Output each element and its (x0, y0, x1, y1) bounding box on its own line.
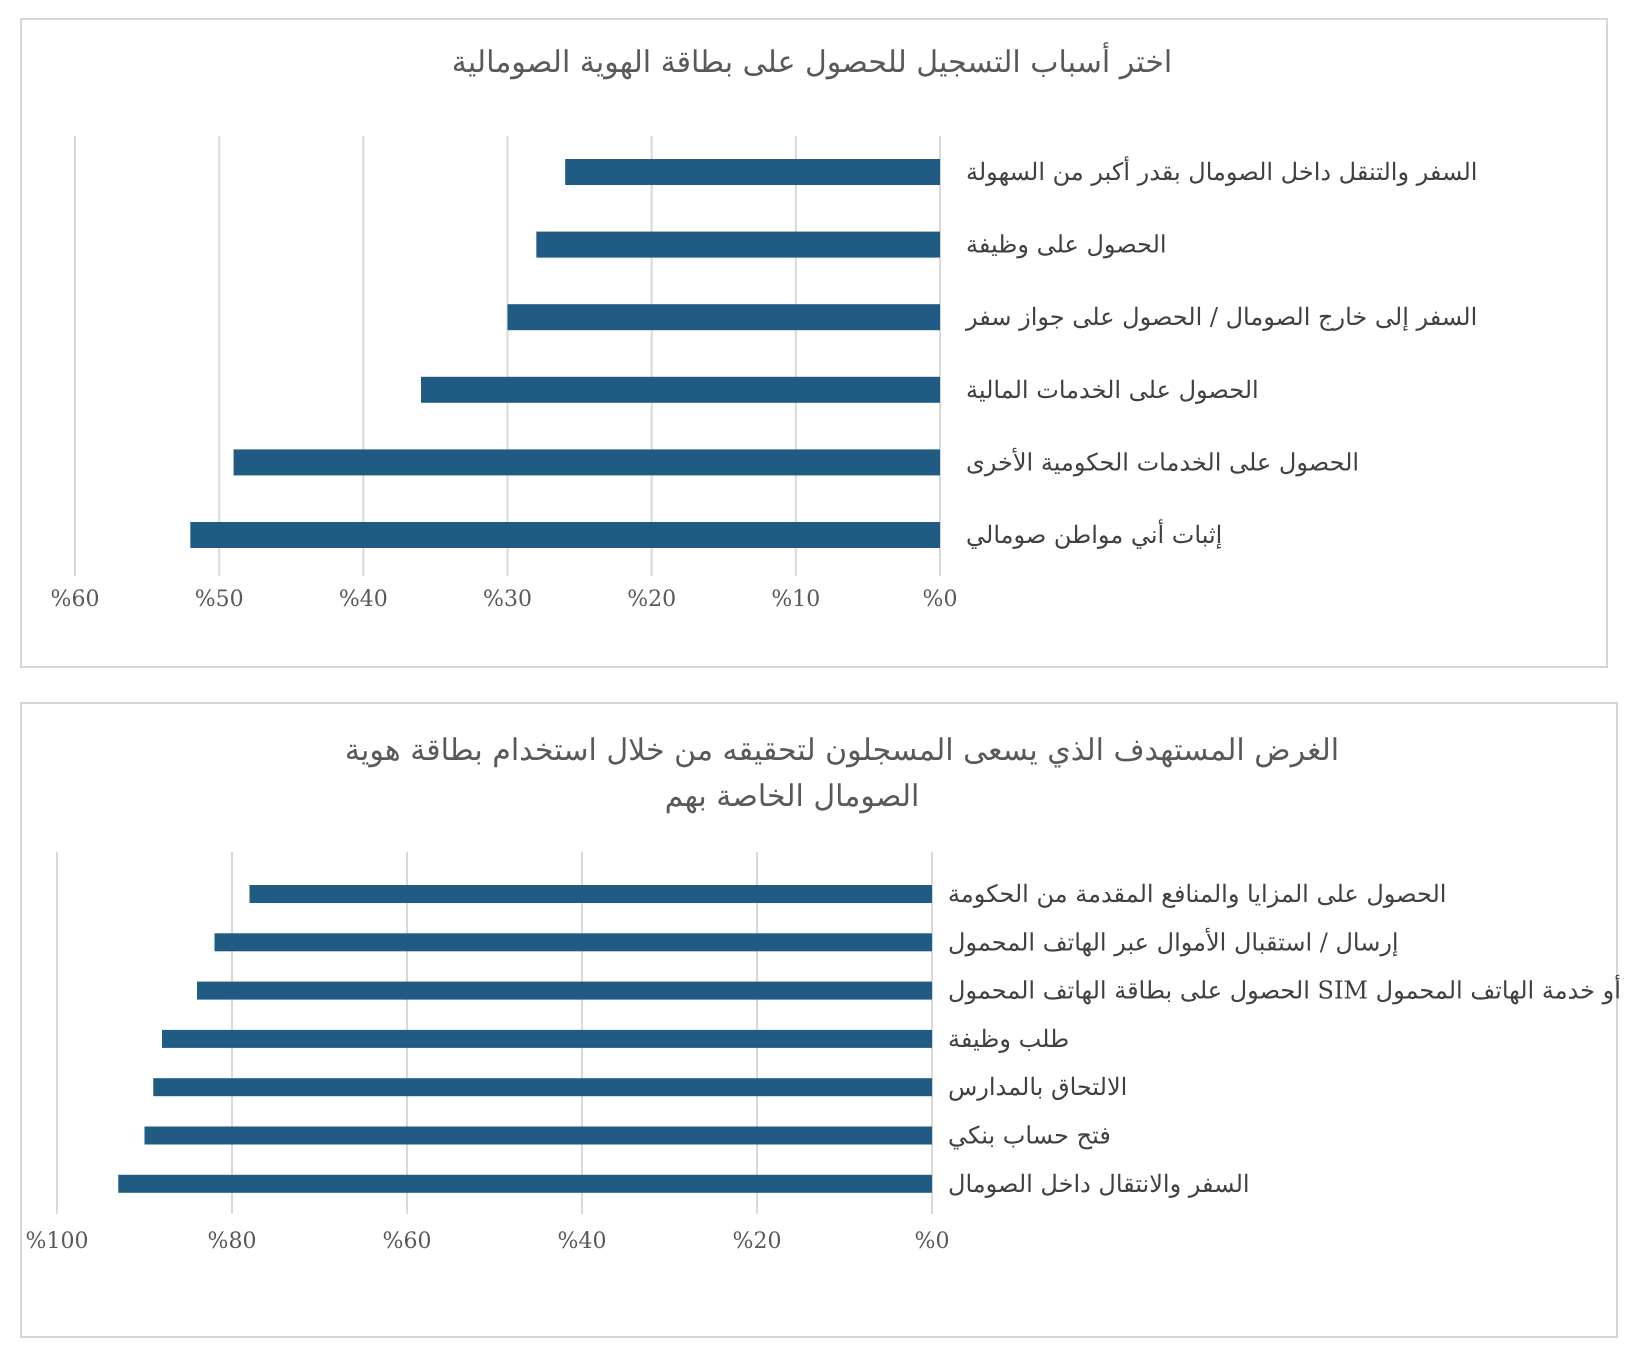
bar (144, 1126, 932, 1145)
x-tick-label: %20 (733, 1229, 782, 1254)
x-tick-label: %0 (923, 587, 958, 612)
x-tick-label: %40 (558, 1229, 607, 1254)
chart-title-line-1: الغرض المستهدف الذي يسعى المسجلون لتحقيق… (345, 733, 1339, 768)
category-label: الحصول على وظيفة (966, 231, 1167, 259)
x-tick-label: %60 (383, 1229, 432, 1254)
category-label: الحصول على المزايا والمنافع المقدمة من ا… (948, 880, 1446, 908)
bar (249, 885, 932, 903)
bar (118, 1174, 932, 1193)
bar (190, 522, 941, 548)
bar (214, 933, 932, 952)
bar (162, 1029, 932, 1048)
bar (233, 449, 941, 476)
chart-registration-reasons: اختر أسباب التسجيل للحصول على بطاقة الهو… (51, 42, 1478, 612)
category-label: الالتحاق بالمدارس (948, 1073, 1127, 1101)
chart-title-line-2: الصومال الخاصة بهم (665, 779, 920, 814)
chart-id-usage-purpose: الغرض المستهدف الذي يسعى المسجلون لتحقيق… (26, 733, 1621, 1254)
bars (118, 885, 932, 1193)
x-tick-label: %60 (51, 587, 100, 612)
bars (190, 159, 941, 548)
chart-panel-registration-reasons: اختر أسباب التسجيل للحصول على بطاقة الهو… (20, 18, 1608, 668)
x-tick-label: %10 (771, 587, 820, 612)
category-label: الحصول على بطاقة الهاتف المحمول SIM أو خ… (948, 974, 1621, 1005)
category-label: الحصول على الخدمات الحكومية الأخرى (966, 446, 1359, 476)
gridlines (74, 136, 941, 576)
bar (197, 981, 932, 1000)
category-label: السفر والانتقال داخل الصومال (948, 1170, 1250, 1198)
category-label: إثبات أني مواطن صومالي (966, 518, 1222, 549)
chart-title: اختر أسباب التسجيل للحصول على بطاقة الهو… (452, 42, 1172, 80)
x-tick-label: %0 (915, 1229, 950, 1254)
category-label: السفر إلى خارج الصومال / الحصول على جواز… (965, 303, 1477, 331)
bar (536, 231, 940, 258)
bar (153, 1078, 932, 1097)
x-tick-label: %40 (339, 587, 388, 612)
category-label: فتح حساب بنكي (948, 1122, 1111, 1150)
bar (565, 159, 940, 185)
x-tick-label: %30 (483, 587, 532, 612)
bar (507, 304, 940, 331)
x-tick-label: %20 (627, 587, 676, 612)
x-tick-label: %100 (26, 1229, 89, 1254)
x-tick-label: %50 (195, 587, 244, 612)
category-label: إرسال / استقبال الأموال عبر الهاتف المحم… (948, 926, 1399, 956)
category-label: طلب وظيفة (948, 1025, 1069, 1053)
chart-panel-id-usage-purpose: الغرض المستهدف الذي يسعى المسجلون لتحقيق… (20, 702, 1621, 1338)
category-label: الحصول على الخدمات المالية (966, 376, 1259, 404)
category-label: السفر والتنقل داخل الصومال بقدر أكبر من … (966, 155, 1477, 186)
x-tick-label: %80 (208, 1229, 257, 1254)
bar (421, 376, 940, 403)
